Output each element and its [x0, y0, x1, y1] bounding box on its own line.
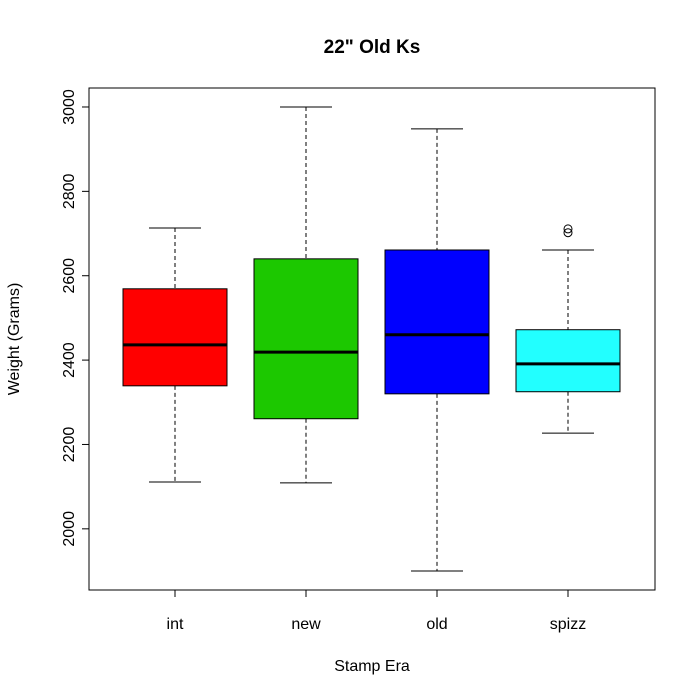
iqr-box [384, 249, 490, 395]
y-tick-label: 2600 [61, 258, 78, 294]
x-tick-label: old [426, 616, 447, 633]
chart-title: 22" Old Ks [324, 37, 421, 58]
iqr-box [515, 329, 621, 393]
x-tick-label: new [291, 616, 321, 633]
y-axis-label: Weight (Grams) [6, 283, 23, 396]
y-tick-label: 2200 [61, 427, 78, 463]
y-tick-label: 2800 [61, 173, 78, 209]
x-axis-label: Stamp Era [334, 658, 410, 675]
box-int [122, 227, 228, 483]
x-tick-label: int [167, 616, 184, 633]
y-tick-label: 2000 [61, 511, 78, 547]
y-tick-label: 3000 [61, 89, 78, 125]
iqr-box [253, 258, 359, 420]
x-tick-label: spizz [550, 616, 586, 633]
box-old [384, 128, 490, 572]
box-spizz [515, 224, 621, 434]
outlier-point [563, 228, 573, 238]
box-new [253, 106, 359, 484]
outlier-point [563, 224, 573, 234]
y-tick-label: 2400 [61, 342, 78, 378]
iqr-box [122, 288, 228, 387]
